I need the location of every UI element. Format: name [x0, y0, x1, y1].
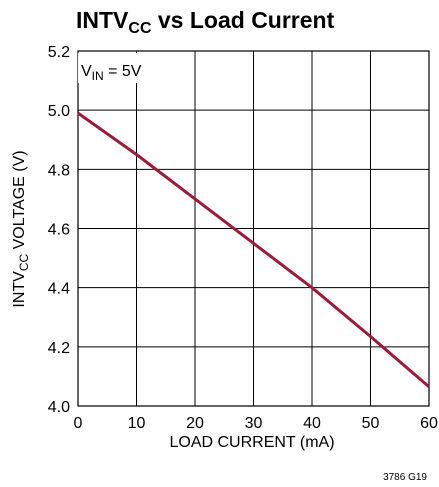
- x-tick-label: 40: [303, 415, 321, 432]
- series-layer: [77, 111, 430, 388]
- y-tick-label: 5.2: [48, 44, 70, 61]
- y-tick-label: 4.6: [48, 222, 70, 239]
- annotation-subscript: IN: [92, 69, 104, 83]
- x-tick-label: 50: [362, 415, 380, 432]
- series-line-0: [77, 111, 430, 388]
- y-tick-label: 4.0: [48, 399, 70, 416]
- x-tick-label: 0: [74, 415, 83, 432]
- x-axis-label: LOAD CURRENT (mA): [169, 434, 334, 451]
- annotation-background: [78, 53, 176, 83]
- x-tick-label: 20: [186, 415, 204, 432]
- y-axis-label: INTVCC VOLTAGE (V): [11, 150, 31, 307]
- x-tick-label: 60: [420, 415, 438, 432]
- x-tick-labels: 0 10 20 30 40 50 60: [74, 415, 438, 432]
- figure-id: 3786 G19: [383, 472, 427, 483]
- y-axis-label-subscript: CC: [17, 253, 31, 271]
- x-tick-label: 30: [245, 415, 263, 432]
- y-tick-label: 4.4: [48, 281, 70, 298]
- y-tick-label: 4.8: [48, 162, 70, 179]
- grid-lines: [77, 50, 430, 407]
- y-tick-labels: 4.0 4.2 4.4 4.6 4.8 5.0 5.2: [48, 44, 70, 416]
- x-tick-label: 10: [128, 415, 146, 432]
- plot-frame: [77, 50, 430, 407]
- annotation-vin: VIN = 5V: [81, 63, 142, 83]
- chart-title: INTVCC vs Load Current: [76, 7, 335, 37]
- chart-title-subscript: CC: [128, 20, 152, 37]
- y-tick-label: 4.2: [48, 340, 70, 357]
- y-tick-label: 5.0: [48, 103, 70, 120]
